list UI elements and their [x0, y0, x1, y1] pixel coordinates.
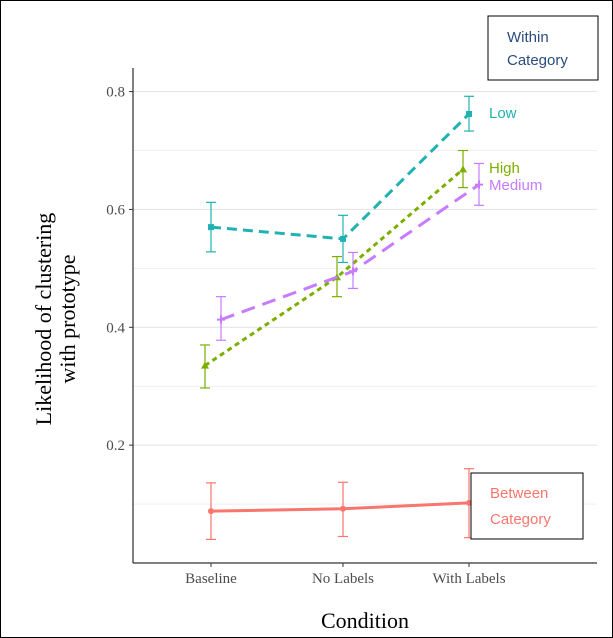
within-category-label-line2: Category — [507, 52, 568, 69]
data-point — [208, 224, 214, 231]
y-axis-title-line1: Likelihood of clustering — [31, 213, 56, 426]
series-layer — [200, 95, 484, 541]
series-high — [200, 149, 468, 389]
series-line — [204, 168, 464, 367]
x-tick-label: With Labels — [432, 571, 505, 587]
data-point — [217, 315, 225, 324]
series-between-category — [206, 468, 474, 541]
data-point — [201, 361, 209, 369]
within-category-box — [487, 15, 599, 81]
data-point — [340, 505, 346, 512]
data-point — [349, 267, 357, 276]
y-ticks: 0.2 0.4 0.6 0.8 — [106, 85, 133, 454]
annotations: Within Category Low High Medium Between … — [470, 15, 599, 540]
between-category-label-line1: Between — [490, 485, 548, 502]
axes — [132, 68, 597, 564]
y-axis-title: Likelihood of clustering with prototype — [31, 213, 80, 426]
series-low — [206, 95, 474, 264]
data-point — [459, 165, 467, 173]
y-tick-label: 0.2 — [106, 438, 125, 454]
series-medium — [216, 162, 484, 341]
y-tick-label: 0.8 — [106, 85, 125, 101]
high-series-label: High — [489, 160, 520, 177]
x-ticks: Baseline No Labels With Labels — [185, 563, 506, 587]
y-tick-label: 0.6 — [106, 202, 125, 218]
low-series-label: Low — [489, 105, 517, 122]
between-category-box — [470, 472, 584, 540]
data-point — [466, 110, 472, 117]
medium-series-label: Medium — [489, 177, 542, 194]
within-category-label-line1: Within — [507, 29, 549, 46]
x-tick-label: Baseline — [185, 571, 237, 587]
x-tick-label: No Labels — [312, 571, 374, 587]
y-tick-label: 0.4 — [106, 320, 125, 336]
between-category-label-line2: Category — [490, 511, 551, 528]
data-point — [475, 180, 483, 189]
x-axis-title: Condition — [321, 608, 409, 633]
data-point — [208, 508, 214, 515]
data-point — [340, 235, 346, 242]
series-line — [210, 112, 471, 241]
gridlines — [133, 91, 597, 505]
y-axis-title-line2: with prototype — [55, 255, 80, 384]
